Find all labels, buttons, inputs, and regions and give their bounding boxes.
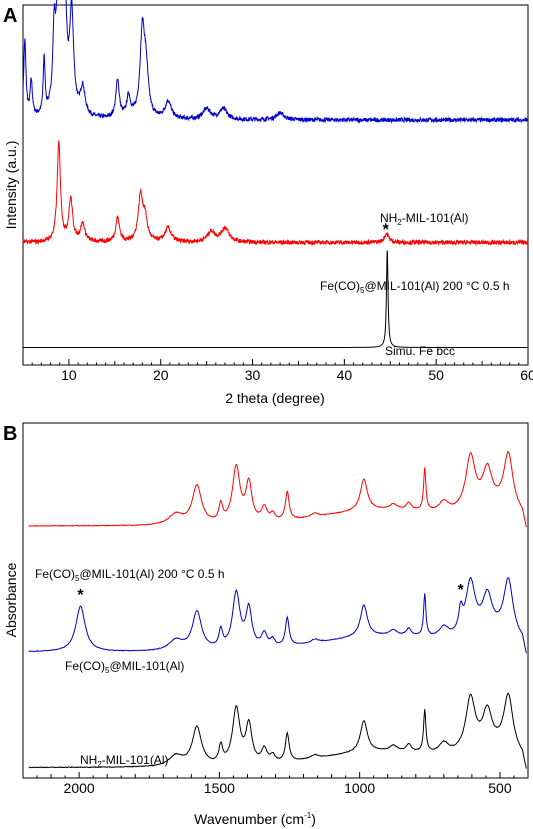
panel-a-series-labels: NH2-MIL-101(Al) Fe(CO)5@MIL-101(Al) 200 °… (320, 211, 510, 358)
panel-b-x-axis-title: Wavenumber (cm-1) (194, 811, 316, 827)
panel-b-series-line (28, 692, 527, 769)
panel-a-curves (22, 0, 529, 348)
panel-b-series-labels: Fe(CO)5@MIL-101(Al) 200 °C 0.5 h Fe(CO)5@… (35, 567, 465, 769)
panel-b-series-label: Fe(CO)5@MIL-101(Al) 200 °C 0.5 h (35, 567, 225, 583)
panel-b-frame (22, 422, 529, 779)
panel-a-frame (22, 4, 529, 366)
panel-a-tick-label: 50 (428, 367, 444, 383)
panel-a-y-axis-title: Intensity (a.u.) (3, 141, 19, 230)
panel-a-tick-label: 40 (337, 367, 353, 383)
panel-a-label: A (3, 5, 17, 27)
panel-b-tick-label: 500 (488, 780, 512, 796)
panel-b-tick-label: 1000 (344, 780, 375, 796)
panel-a-annotation-star: * (383, 222, 390, 239)
panel-b-tick-label: 2000 (64, 780, 95, 796)
panel-a-series-label: Simu. Fe bcc (385, 344, 455, 358)
panel-a-series-line (22, 0, 529, 124)
panel-b-series-label: Fe(CO)5@MIL-101(Al) (65, 659, 184, 675)
panel-b-y-axis-title: Absorbance (3, 562, 19, 637)
panel-a-tick-label: 20 (153, 367, 169, 383)
panel-a-x-ticks: 10 20 30 40 50 60 (22, 359, 533, 383)
panel-b-series-line (28, 450, 527, 528)
panel-b-tick-label: 1500 (204, 780, 235, 796)
panel-b-annotation-star: * (77, 587, 84, 604)
panel-a-series-label: Fe(CO)5@MIL-101(Al) 200 °C 0.5 h (320, 279, 510, 295)
panel-b-curves (28, 450, 527, 769)
panel-b-label: B (3, 423, 17, 445)
panel-a-series-label: NH2-MIL-101(Al) (380, 211, 468, 227)
panel-b-annotation-star: * (458, 582, 465, 599)
panel-a-tick-label: 60 (520, 367, 533, 383)
panel-b-series-label: NH2-MIL-101(Al) (80, 753, 168, 769)
panel-a-series-line (23, 250, 528, 348)
panel-b-series-line (28, 576, 527, 654)
panel-a-series-line (22, 140, 529, 247)
panel-a-tick-label: 30 (245, 367, 261, 383)
panel-a-tick-label: 10 (61, 367, 77, 383)
panel-b-x-ticks: 2000 1500 1000 500 (22, 772, 529, 796)
panel-a-x-axis-title: 2 theta (degree) (225, 390, 325, 406)
